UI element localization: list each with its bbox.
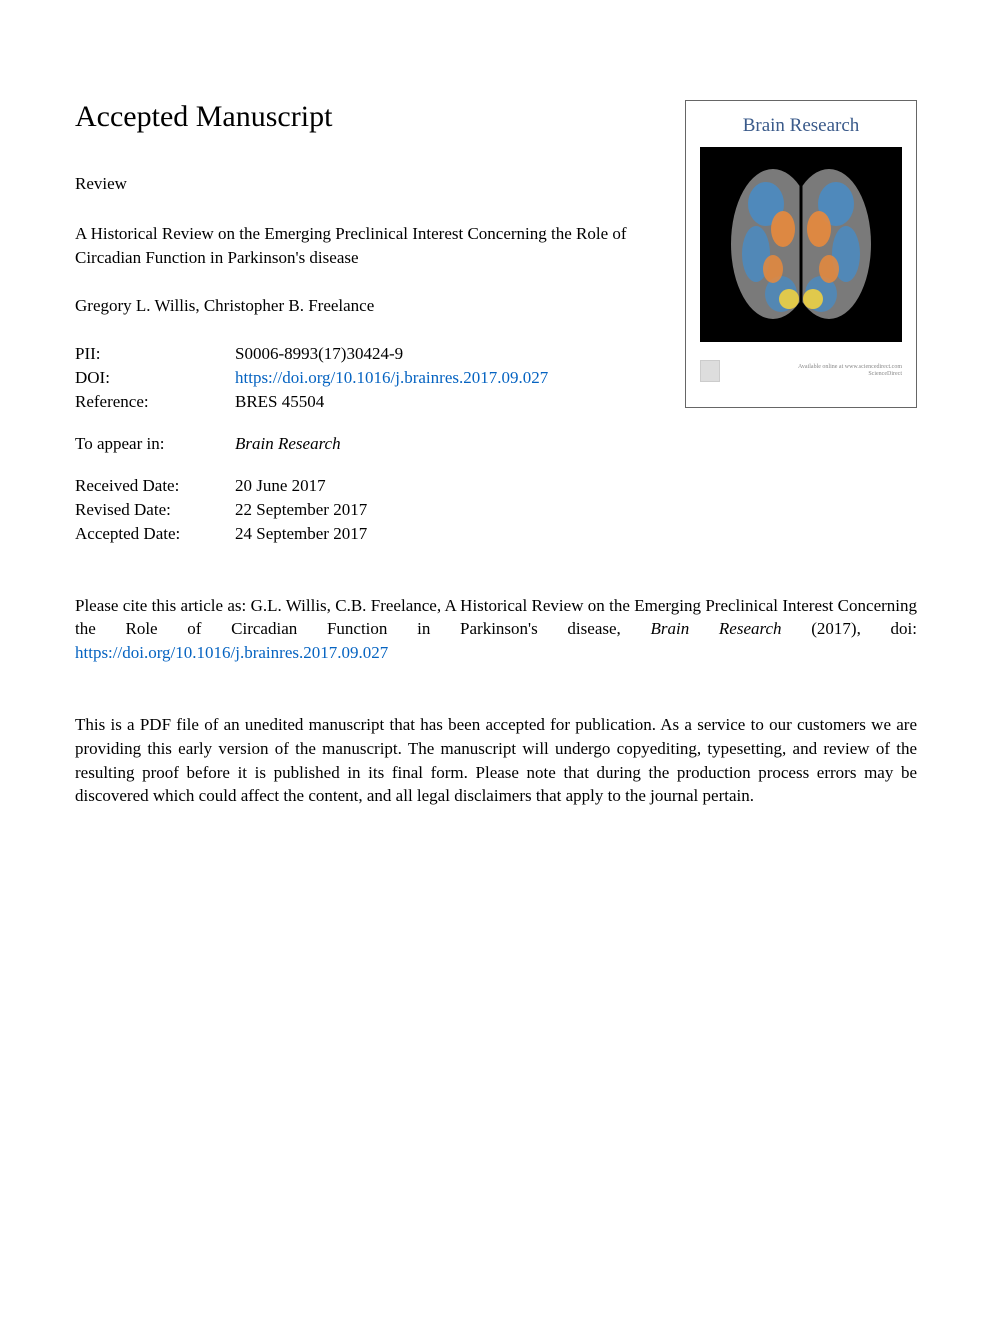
meta-row-reference: Reference: BRES 45504 <box>75 390 548 414</box>
meta-value: BRES 45504 <box>235 390 548 414</box>
citation-journal: Brain Research <box>650 619 781 638</box>
metadata-table: PII: S0006-8993(17)30424-9 DOI: https://… <box>75 342 548 546</box>
meta-label: Revised Date: <box>75 498 235 522</box>
cover-subtext: Available online at www.sciencedirect.co… <box>798 364 902 378</box>
meta-label: Reference: <box>75 390 235 414</box>
doi-link[interactable]: https://doi.org/10.1016/j.brainres.2017.… <box>235 368 548 387</box>
meta-row-accepted: Accepted Date: 24 September 2017 <box>75 522 548 546</box>
meta-row-received: Received Date: 20 June 2017 <box>75 474 548 498</box>
publisher-logo-icon <box>700 360 720 382</box>
citation-text: Please cite this article as: G.L. Willis… <box>75 594 917 665</box>
meta-value: 24 September 2017 <box>235 522 548 546</box>
meta-value: S0006-8993(17)30424-9 <box>235 342 548 366</box>
meta-value: Brain Research <box>235 432 548 456</box>
meta-row-appear: To appear in: Brain Research <box>75 432 548 456</box>
cover-journal-title: Brain Research <box>686 101 916 147</box>
meta-label: To appear in: <box>75 432 235 456</box>
meta-value: 22 September 2017 <box>235 498 548 522</box>
article-title: A Historical Review on the Emerging Prec… <box>75 222 645 270</box>
cover-footer: Available online at www.sciencedirect.co… <box>686 342 916 382</box>
meta-row-doi: DOI: https://doi.org/10.1016/j.brainres.… <box>75 366 548 390</box>
meta-row-pii: PII: S0006-8993(17)30424-9 <box>75 342 548 366</box>
meta-label: PII: <box>75 342 235 366</box>
cover-brain-image <box>700 147 902 342</box>
meta-row-revised: Revised Date: 22 September 2017 <box>75 498 548 522</box>
citation-suffix: (2017), doi: <box>782 619 917 638</box>
meta-label: DOI: <box>75 366 235 390</box>
meta-value: 20 June 2017 <box>235 474 548 498</box>
meta-label: Accepted Date: <box>75 522 235 546</box>
citation-doi-link[interactable]: https://doi.org/10.1016/j.brainres.2017.… <box>75 643 388 662</box>
journal-cover-thumbnail: Brain Research <box>685 100 917 408</box>
brain-icon <box>700 147 902 342</box>
meta-label: Received Date: <box>75 474 235 498</box>
disclaimer-text: This is a PDF file of an unedited manusc… <box>75 713 917 808</box>
